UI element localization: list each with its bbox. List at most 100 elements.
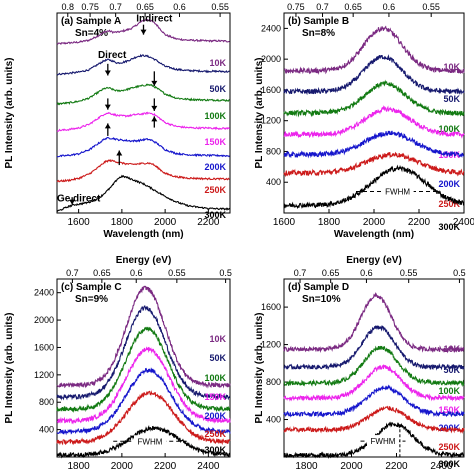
fwhm-label-bg (367, 435, 399, 447)
annotation-label: Direct (98, 50, 127, 61)
top-tick-label: 0.8 (62, 2, 75, 12)
series-label-100K: 100K (438, 124, 460, 134)
y-axis-label: PL Intensity (arb. units) (254, 58, 265, 169)
y-tick-label: 400 (39, 425, 54, 435)
arrow-head (104, 104, 111, 110)
x-tick-label: 2000 (154, 217, 177, 228)
fwhm-label-bg (133, 435, 166, 447)
series-label-10K: 10K (443, 344, 460, 354)
panel-label: (d) Sample D (288, 282, 349, 293)
series-label-250K: 250K (438, 442, 460, 452)
arrow-head (69, 199, 76, 205)
y-tick-label: 1600 (261, 85, 281, 95)
top-tick-label: 0.55 (168, 268, 186, 278)
series-label-250K: 250K (204, 185, 226, 195)
plot-frame (56, 12, 231, 214)
y-tick-label: 2000 (34, 315, 54, 325)
series-line-200K (56, 367, 231, 436)
series-label-100K: 100K (438, 386, 460, 396)
series-line-300K (56, 174, 231, 213)
y-tick-label: 1200 (261, 116, 281, 126)
x-tick-label: 2000 (340, 461, 363, 472)
x-tick-label: 1800 (68, 461, 91, 472)
series-line-300K (283, 164, 465, 210)
series-label-150K: 150K (204, 392, 226, 402)
y-tick-label: 1600 (34, 342, 54, 352)
top-tick-label: 0.5 (219, 268, 232, 278)
y-tick-label: 400 (266, 177, 281, 187)
series-label-300K: 300K (438, 222, 460, 232)
top-tick-label: 0.65 (344, 2, 362, 12)
panel-label: (c) Sample C (61, 282, 122, 293)
series-label-100K: 100K (204, 111, 226, 121)
x-tick-label: 1600 (273, 217, 296, 228)
top-tick-label: 0.65 (322, 268, 340, 278)
series-line-150K (56, 111, 231, 132)
series-label-10K: 10K (209, 334, 226, 344)
series-label-100K: 100K (204, 373, 226, 383)
series-label-10K: 10K (443, 62, 460, 72)
fwhm-label-bg (381, 185, 414, 197)
top-tick-label: 0.6 (173, 2, 186, 12)
y-tick-label: 400 (266, 415, 281, 425)
series-line-50K (56, 53, 230, 76)
y-axis-label: PL Intensity (arb. units) (254, 313, 265, 424)
fwhm-label: FWHM (138, 437, 163, 446)
panel-c: 1800 2000 2200 2400 0.7 0.65 0.6 0.55 0.5 400 800 1… (4, 255, 232, 472)
x-tick-label: 2200 (408, 217, 431, 228)
series-label-200K: 200K (204, 162, 226, 172)
series-label-200K: 200K (204, 411, 226, 421)
series-line-250K (56, 158, 230, 183)
series-line-50K (283, 324, 465, 371)
series-line-150K (56, 346, 231, 425)
series-line-150K (283, 105, 465, 139)
y-tick-label: 2400 (261, 23, 281, 33)
top-tick-label: 0.5 (453, 268, 466, 278)
series-line-10K (56, 285, 231, 389)
y-tick-label: 2400 (34, 288, 54, 298)
series-label-300K: 300K (204, 210, 226, 220)
y-axis-label: PL Intensity (arb. units) (4, 313, 15, 424)
fwhm-label: FWHM (385, 187, 410, 196)
top-tick-label: 0.6 (360, 268, 373, 278)
arrow-head (140, 29, 147, 35)
top-tick-label: 0.7 (316, 2, 329, 12)
top-axis-label: Energy (eV) (116, 255, 172, 266)
series-line-10K (56, 18, 230, 46)
top-tick-label: 0.55 (400, 268, 418, 278)
annotation-label: Indirect (136, 13, 173, 24)
series-line-50K (56, 305, 231, 401)
arrow-head (151, 105, 158, 111)
series-line-100K (56, 326, 231, 413)
top-tick-label: 0.7 (66, 268, 79, 278)
x-tick-label: 2400 (430, 461, 453, 472)
series-label-300K: 300K (204, 445, 226, 455)
x-tick-label: 2200 (197, 217, 220, 228)
y-tick-label: 800 (266, 146, 281, 156)
panel-b: 1600 1800 2000 2200 2400 0.75 0.7 0.65 0.6 0.55 40… (254, 2, 474, 240)
panel-label: (b) Sample B (288, 16, 349, 27)
series-line-100K (283, 79, 465, 118)
panel-a: 1600 1800 2000 2200 0.8 0.75 0.7 0.65 0.6 0.55 Wav… (4, 2, 231, 240)
top-tick-label: 0.65 (93, 268, 111, 278)
series-label-150K: 150K (204, 137, 226, 147)
x-tick-label: 2200 (385, 461, 408, 472)
series-line-50K (283, 54, 465, 96)
y-tick-label: 800 (39, 397, 54, 407)
top-tick-label: 0.75 (81, 2, 99, 12)
x-tick-label: 1600 (68, 217, 91, 228)
series-label-50K: 50K (209, 353, 226, 363)
series-label-250K: 250K (204, 429, 226, 439)
arrow-head (116, 150, 123, 156)
top-axis-label: Energy (eV) (346, 255, 402, 266)
top-tick-label: 0.75 (287, 2, 305, 12)
top-tick-label: 0.6 (130, 268, 143, 278)
composition-label: Sn=8% (302, 28, 335, 39)
x-tick-label: 1800 (111, 217, 134, 228)
series-label-200K: 200K (438, 179, 460, 189)
top-tick-label: 0.65 (136, 2, 154, 12)
series-label-250K: 250K (438, 199, 460, 209)
series-line-250K (283, 151, 465, 178)
series-line-10K (283, 291, 465, 354)
top-tick-label: 0.55 (211, 2, 229, 12)
